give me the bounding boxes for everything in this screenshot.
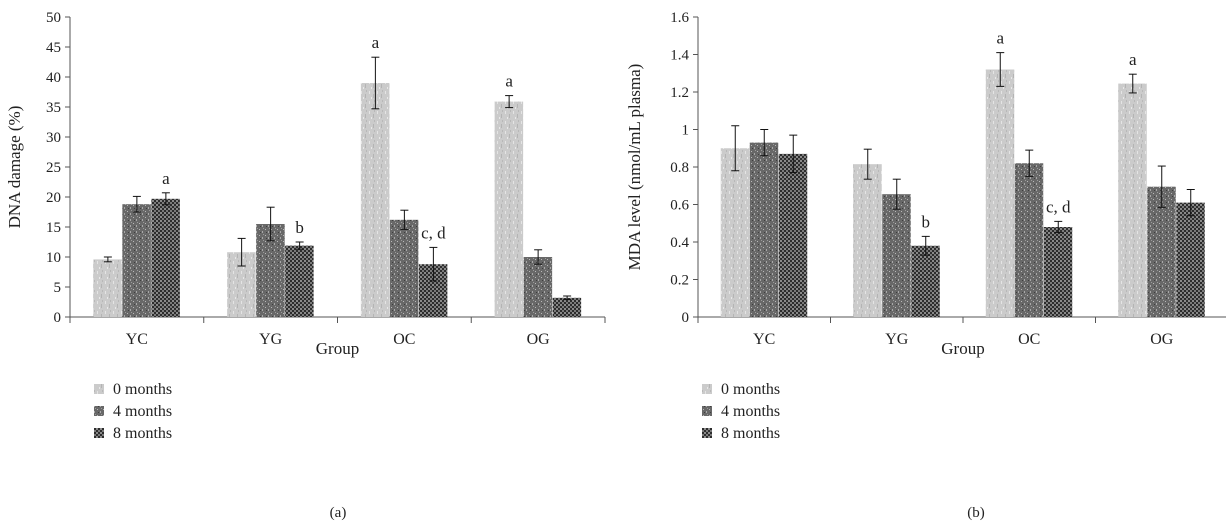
- category-label: OC: [1018, 331, 1040, 348]
- legend-swatch: [702, 406, 712, 416]
- y-tick-label: 10: [46, 250, 61, 266]
- y-tick-label: 30: [46, 130, 61, 146]
- legend-entry: 8 months: [721, 425, 780, 442]
- category-label: OG: [527, 331, 551, 348]
- bar: [360, 83, 390, 317]
- significance-annotation: a: [1129, 50, 1137, 69]
- legend-entry: 0 months: [113, 381, 172, 398]
- legend-swatch: [94, 428, 104, 438]
- bar: [853, 164, 882, 317]
- y-axis-title: DNA damage (%): [5, 106, 24, 229]
- y-tick-label: 40: [46, 70, 61, 86]
- category-label: YG: [259, 331, 283, 348]
- chart-panel-a: 0 5 10 15 20 25 30 35 40 45 50 YC YG OC OG a b a c, d a Grou…: [5, 10, 606, 521]
- bar: [523, 257, 553, 317]
- y-tick-label: 20: [46, 190, 61, 206]
- significance-annotation: a: [505, 72, 513, 91]
- significance-annotation: c, d: [421, 223, 446, 242]
- bar: [720, 148, 750, 317]
- y-tick-label: 1: [682, 123, 690, 139]
- y-tick-label: 0: [682, 310, 690, 326]
- panel-label: (a): [330, 505, 347, 521]
- legend-swatch: [94, 384, 104, 394]
- bar: [285, 245, 314, 317]
- category-label: YC: [753, 331, 775, 348]
- bar: [985, 69, 1015, 317]
- y-tick-label: 35: [46, 100, 61, 116]
- y-tick-label: 1.6: [670, 10, 689, 26]
- significance-annotation: a: [996, 29, 1004, 48]
- y-tick-label: 45: [46, 40, 61, 56]
- chart-panel-b: 0 0.2 0.4 0.6 0.8 1 1.2 1.4 1.6 YC YG OC OG b a c, d a Gr…: [625, 10, 1226, 521]
- y-tick-label: 1.2: [670, 85, 689, 101]
- panel-label: (b): [967, 505, 985, 521]
- significance-annotation: a: [162, 169, 170, 188]
- legend-entry: 8 months: [113, 425, 172, 442]
- category-label: YC: [126, 331, 148, 348]
- category-label: OC: [393, 331, 415, 348]
- y-tick-label: 5: [54, 280, 62, 296]
- legend-entry: 0 months: [721, 381, 780, 398]
- y-tick-label: 0.2: [670, 273, 689, 289]
- significance-annotation: a: [372, 33, 380, 52]
- x-axis-title: Group: [316, 339, 359, 358]
- category-label: OG: [1150, 331, 1174, 348]
- category-label: YG: [885, 331, 909, 348]
- y-tick-label: 0.8: [670, 160, 689, 176]
- bar: [494, 101, 524, 317]
- y-tick-label: 0: [54, 310, 62, 326]
- bar: [552, 297, 582, 317]
- significance-annotation: c, d: [1046, 197, 1071, 216]
- legend-swatch: [94, 406, 104, 416]
- y-tick-label: 0.4: [670, 235, 689, 251]
- bar: [93, 259, 122, 317]
- bar: [778, 153, 808, 317]
- legend-swatch: [702, 384, 712, 394]
- bar: [1043, 227, 1073, 317]
- significance-annotation: b: [922, 212, 931, 231]
- y-axis-title: MDA level (nmol/mL plasma): [625, 64, 644, 271]
- legend-swatch: [702, 428, 712, 438]
- bar: [749, 142, 779, 317]
- significance-annotation: b: [295, 218, 304, 237]
- bar: [151, 198, 180, 317]
- bar: [882, 194, 911, 317]
- y-tick-label: 1.4: [670, 48, 689, 64]
- bar: [1014, 163, 1044, 317]
- bar: [1176, 202, 1205, 317]
- bar: [1147, 186, 1176, 317]
- legend-entry: 4 months: [113, 403, 172, 420]
- bar: [1118, 83, 1147, 317]
- x-axis-title: Group: [941, 339, 984, 358]
- legend-entry: 4 months: [721, 403, 780, 420]
- y-tick-label: 50: [46, 10, 61, 26]
- bar: [389, 219, 419, 317]
- y-tick-label: 15: [46, 220, 61, 236]
- bar: [911, 245, 940, 317]
- y-tick-label: 0.6: [670, 198, 689, 214]
- y-tick-label: 25: [46, 160, 61, 176]
- bar: [122, 204, 151, 317]
